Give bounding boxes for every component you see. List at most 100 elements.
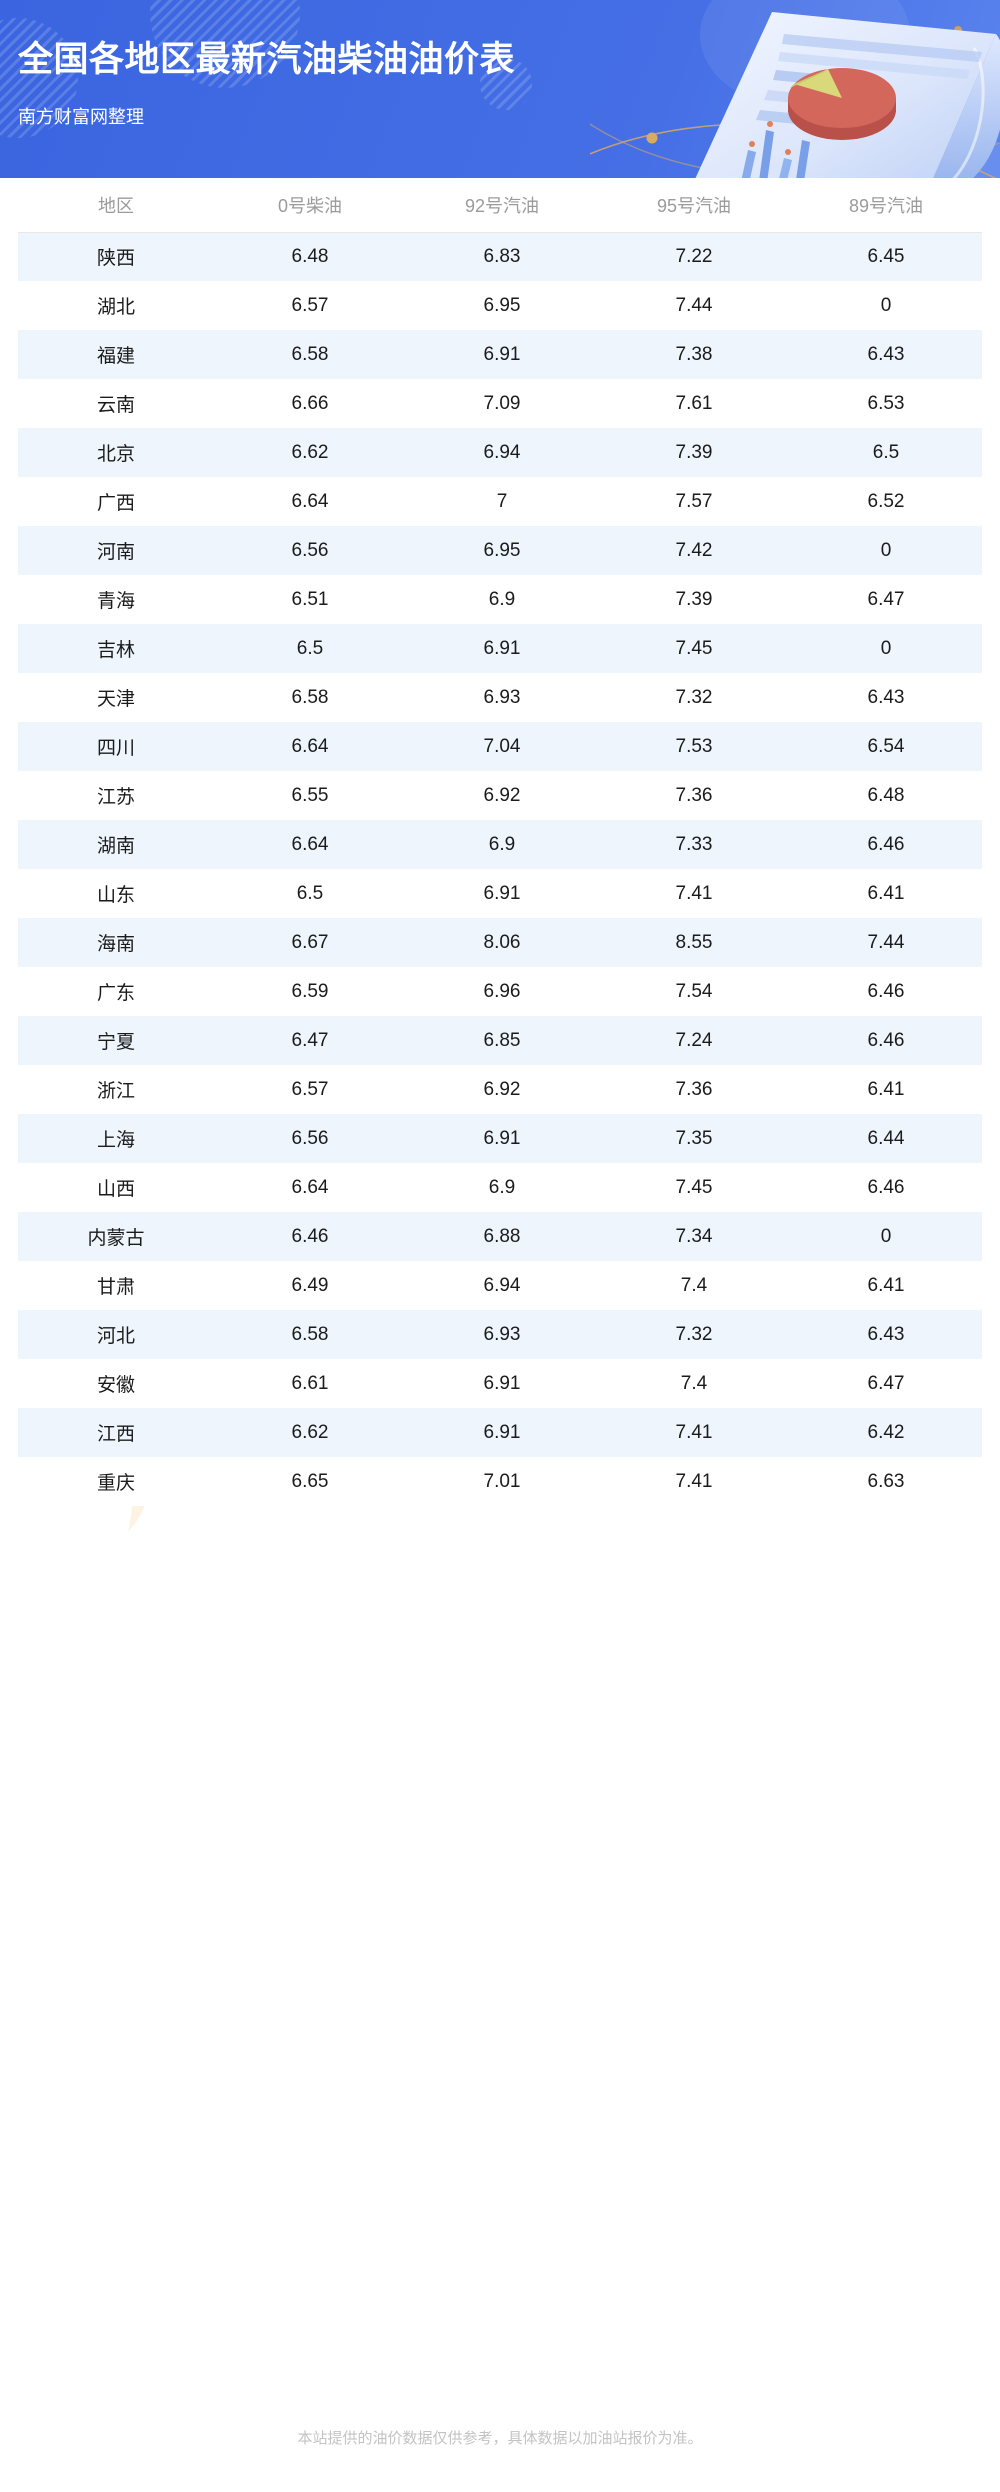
cell-petrol-92: 6.91 bbox=[483, 1127, 521, 1149]
cell-petrol-95: 7.39 bbox=[675, 441, 713, 463]
cell-petrol-95: 8.55 bbox=[675, 931, 713, 953]
cell-diesel-0: 6.49 bbox=[291, 1274, 329, 1296]
cell-petrol-92: 6.85 bbox=[483, 1029, 521, 1051]
cell-region: 湖北 bbox=[96, 297, 135, 318]
price-table-container: 地区 0号柴油 92号汽油 95号汽油 89号汽油 陕西 6.48 6.83 7.22… bbox=[0, 178, 1000, 1506]
cell-petrol-89: 6.41 bbox=[867, 1274, 905, 1296]
cell-region: 陕西 bbox=[96, 248, 135, 270]
banner-hatch-circle bbox=[480, 58, 532, 110]
cell-region: 吉林 bbox=[96, 640, 135, 661]
cell-petrol-89: 7.44 bbox=[867, 931, 905, 953]
table-row: 河北 6.58 6.93 7.32 6.43 bbox=[18, 1310, 982, 1359]
cell-diesel-0: 6.67 bbox=[291, 931, 329, 953]
cell-region: 宁夏 bbox=[96, 1032, 135, 1053]
cell-region: 湖南 bbox=[96, 836, 135, 857]
table-row: 陕西 6.48 6.83 7.22 6.45 bbox=[18, 232, 982, 281]
cell-petrol-92: 6.91 bbox=[483, 637, 521, 659]
cell-diesel-0: 6.61 bbox=[291, 1372, 329, 1394]
cell-petrol-92: 6.9 bbox=[488, 588, 516, 610]
cell-petrol-92: 6.94 bbox=[483, 441, 521, 463]
table-row: 宁夏 6.47 6.85 7.24 6.46 bbox=[18, 1016, 982, 1065]
column-header-petrol-95: 95号汽油 bbox=[598, 178, 790, 233]
table-row: 天津 6.58 6.93 7.32 6.43 bbox=[18, 673, 982, 722]
cell-petrol-89: 6.47 bbox=[867, 588, 905, 610]
cell-petrol-95: 7.22 bbox=[675, 245, 713, 267]
cell-diesel-0: 6.48 bbox=[291, 245, 329, 267]
cell-petrol-92: 6.91 bbox=[483, 1421, 521, 1443]
cell-petrol-95: 7.36 bbox=[675, 784, 713, 806]
cell-region: 云南 bbox=[96, 395, 135, 416]
cell-diesel-0: 6.55 bbox=[291, 784, 329, 806]
cell-petrol-89: 6.46 bbox=[867, 980, 905, 1002]
cell-petrol-89: 6.46 bbox=[867, 833, 905, 855]
cell-petrol-92: 6.88 bbox=[483, 1225, 521, 1247]
cell-petrol-95: 7.39 bbox=[675, 588, 713, 610]
cell-petrol-89: 6.46 bbox=[867, 1029, 905, 1051]
cell-petrol-95: 7.45 bbox=[675, 1176, 713, 1198]
cell-diesel-0: 6.65 bbox=[291, 1470, 329, 1492]
cell-region: 上海 bbox=[96, 1130, 135, 1151]
cell-diesel-0: 6.51 bbox=[291, 588, 329, 610]
table-row: 浙江 6.57 6.92 7.36 6.41 bbox=[18, 1065, 982, 1114]
cell-petrol-92: 6.91 bbox=[483, 882, 521, 904]
cell-petrol-95: 7.35 bbox=[675, 1127, 713, 1149]
table-row: 湖南 6.64 6.9 7.33 6.46 bbox=[18, 820, 982, 869]
cell-diesel-0: 6.46 bbox=[291, 1225, 329, 1247]
table-header: 地区 0号柴油 92号汽油 95号汽油 89号汽油 bbox=[18, 178, 982, 233]
cell-petrol-95: 7.53 bbox=[675, 735, 713, 757]
table-row: 青海 6.51 6.9 7.39 6.47 bbox=[18, 575, 982, 624]
cell-region: 广东 bbox=[96, 983, 135, 1004]
cell-petrol-89: 6.47 bbox=[867, 1372, 905, 1394]
cell-diesel-0: 6.57 bbox=[291, 1078, 329, 1100]
cell-petrol-92: 6.93 bbox=[483, 686, 521, 708]
cell-petrol-89: 6.43 bbox=[867, 343, 905, 365]
cell-diesel-0: 6.58 bbox=[291, 343, 329, 365]
cell-diesel-0: 6.64 bbox=[291, 1176, 329, 1198]
cell-petrol-89: 6.5 bbox=[872, 441, 900, 463]
table-row: 福建 6.58 6.91 7.38 6.43 bbox=[18, 330, 982, 379]
cell-petrol-89: 0 bbox=[880, 637, 892, 659]
cell-petrol-92: 7.09 bbox=[483, 392, 521, 414]
table-row: 四川 6.64 7.04 7.53 6.54 bbox=[18, 722, 982, 771]
page-title: 全国各地区最新汽油柴油油价表 bbox=[18, 40, 516, 79]
cell-petrol-95: 7.24 bbox=[675, 1029, 713, 1051]
cell-region: 重庆 bbox=[96, 1473, 135, 1494]
cell-petrol-95: 7.38 bbox=[675, 343, 713, 365]
table-row: 山西 6.64 6.9 7.45 6.46 bbox=[18, 1163, 982, 1212]
cell-petrol-92: 6.93 bbox=[483, 1323, 521, 1345]
cell-petrol-89: 6.54 bbox=[867, 735, 905, 757]
column-header-petrol-92: 92号汽油 bbox=[406, 178, 598, 233]
cell-region: 海南 bbox=[96, 934, 135, 955]
cell-region: 广西 bbox=[96, 493, 135, 514]
cell-petrol-92: 6.9 bbox=[488, 1176, 516, 1198]
cell-region: 青海 bbox=[96, 591, 135, 612]
cell-petrol-95: 7.34 bbox=[675, 1225, 713, 1247]
cell-petrol-95: 7.54 bbox=[675, 980, 713, 1002]
cell-petrol-89: 6.45 bbox=[867, 245, 905, 267]
cell-petrol-89: 6.42 bbox=[867, 1421, 905, 1443]
cell-diesel-0: 6.58 bbox=[291, 686, 329, 708]
column-header-petrol-89: 89号汽油 bbox=[790, 178, 982, 233]
table-row: 北京 6.62 6.94 7.39 6.5 bbox=[18, 428, 982, 477]
table-row: 海南 6.67 8.06 8.55 7.44 bbox=[18, 918, 982, 967]
cell-petrol-95: 7.4 bbox=[680, 1372, 708, 1394]
column-header-region: 地区 bbox=[18, 178, 214, 233]
cell-petrol-95: 7.4 bbox=[680, 1274, 708, 1296]
cell-petrol-92: 6.9 bbox=[488, 833, 516, 855]
cell-petrol-92: 8.06 bbox=[483, 931, 521, 953]
cell-diesel-0: 6.56 bbox=[291, 539, 329, 561]
report-illustration bbox=[590, 12, 1000, 178]
cell-petrol-95: 7.41 bbox=[675, 882, 713, 904]
cell-petrol-89: 0 bbox=[880, 1225, 892, 1247]
table-row: 吉林 6.5 6.91 7.45 0 bbox=[18, 624, 982, 673]
cell-region: 福建 bbox=[96, 346, 135, 367]
cell-region: 浙江 bbox=[96, 1081, 135, 1102]
cell-region: 甘肃 bbox=[96, 1277, 135, 1298]
cell-petrol-89: 6.44 bbox=[867, 1127, 905, 1149]
cell-region: 江西 bbox=[96, 1424, 135, 1445]
cell-region: 河南 bbox=[96, 542, 135, 563]
cell-petrol-95: 7.44 bbox=[675, 294, 713, 316]
cell-petrol-89: 6.52 bbox=[867, 490, 905, 512]
cell-diesel-0: 6.57 bbox=[291, 294, 329, 316]
